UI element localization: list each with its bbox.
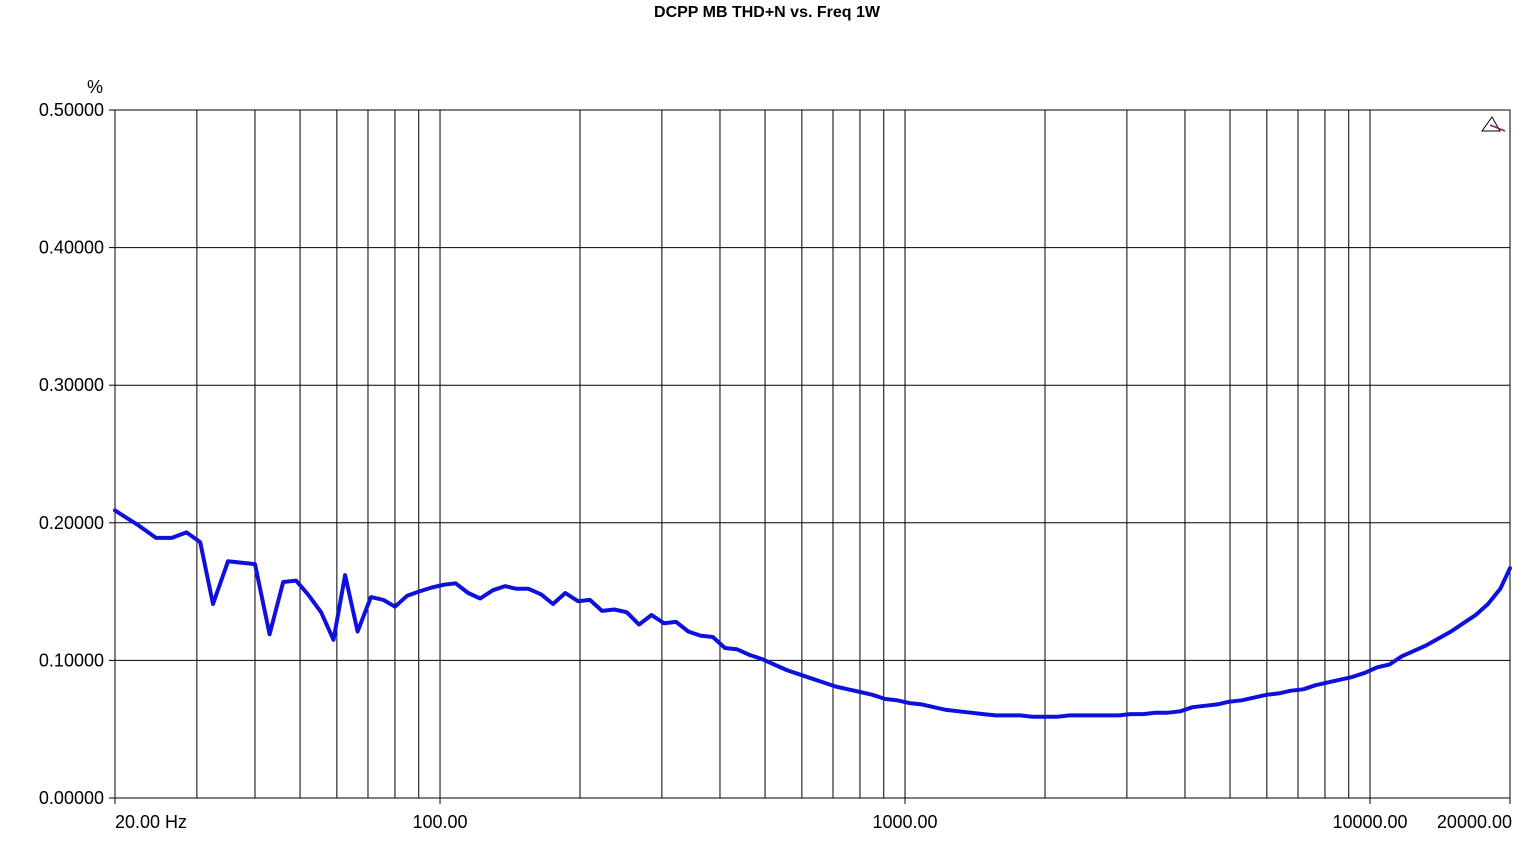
thd-series-line [113, 508, 1512, 719]
grid-lines [115, 110, 1510, 798]
x-tick-label: 20000.00 [1437, 812, 1512, 832]
y-tick-label: 0.10000 [39, 650, 104, 670]
y-tick-label: 0.50000 [39, 100, 104, 120]
x-tick-label: 1000.00 [872, 812, 937, 832]
plot-frame [114, 109, 1511, 799]
x-tick-label: 10000.00 [1332, 812, 1407, 832]
y-tick-label: 0.20000 [39, 513, 104, 533]
y-tick-label: 0.30000 [39, 375, 104, 395]
x-axis-ticks: 20.00 Hz 100.00 1000.00 10000.00 20000.00 [114, 798, 1512, 832]
y-axis-ticks: 0.00000 0.10000 0.20000 0.30000 0.40000 0.500… [39, 100, 115, 808]
y-tick-label: 0.00000 [39, 788, 104, 808]
x-tick-label: 20.00 Hz [115, 812, 187, 832]
y-tick-label: 0.40000 [39, 238, 104, 258]
x-tick-label: 100.00 [412, 812, 467, 832]
chart-title: DCPP MB THD+N vs. Freq 1W [654, 4, 881, 21]
y-axis-unit-label: % [87, 77, 103, 97]
warning-triangle-icon [1481, 116, 1506, 132]
series-layer [113, 508, 1512, 719]
